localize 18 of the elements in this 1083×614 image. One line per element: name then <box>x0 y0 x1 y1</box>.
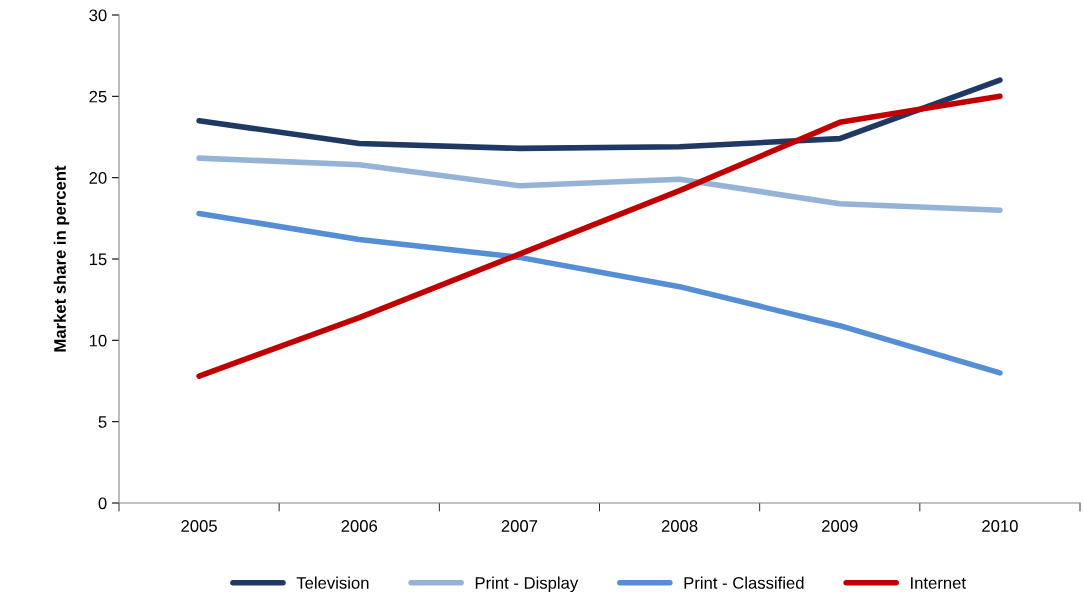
x-tick-label: 2006 <box>341 520 378 532</box>
y-tick-label: 20 <box>89 172 107 184</box>
legend-label: Print - Display <box>475 576 579 593</box>
x-tick-label: 2005 <box>181 520 217 532</box>
y-tick-label: 25 <box>89 90 107 103</box>
y-axis-title: Market share in percent <box>53 165 70 352</box>
legend-label: Print - Classified <box>684 576 804 589</box>
x-tick-label: 2007 <box>501 520 538 532</box>
legend-label: Internet <box>911 577 966 589</box>
legend-label: Television <box>296 576 369 589</box>
y-tick-label: 10 <box>89 334 107 347</box>
x-tick-label: 2010 <box>982 520 1018 532</box>
x-tick-label: 2008 <box>661 520 698 532</box>
y-tick-label: 0 <box>98 497 107 510</box>
y-tick-label: 15 <box>89 253 107 266</box>
x-tick-label: 2009 <box>822 520 858 532</box>
y-tick-label: 30 <box>89 9 107 22</box>
y-tick-label: 5 <box>98 416 107 428</box>
